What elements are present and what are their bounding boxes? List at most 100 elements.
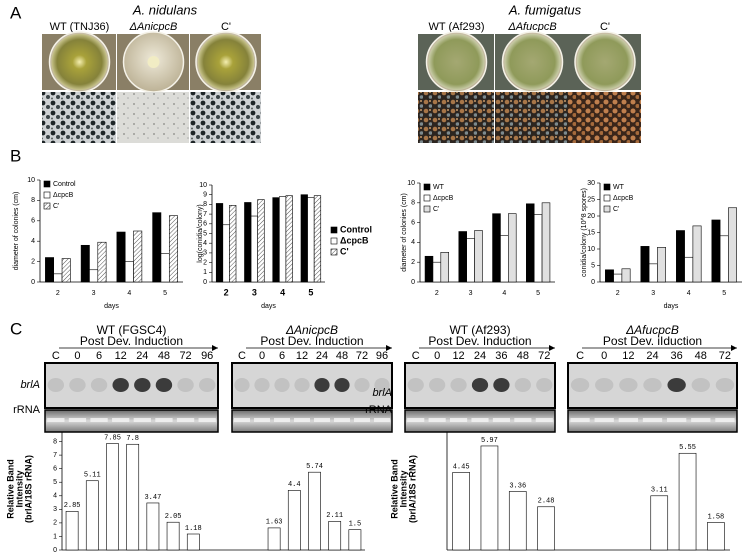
bar <box>279 196 287 283</box>
blot-title: WT (FGSC4) <box>97 323 167 337</box>
blot-band <box>274 378 290 392</box>
panel-label: A <box>10 3 22 22</box>
micrograph <box>42 92 116 143</box>
bar <box>537 506 555 551</box>
rrna-band <box>374 418 390 422</box>
y-tick-label: 8 <box>411 200 415 207</box>
y-tick-label: 7 <box>53 452 57 459</box>
x-tick-label: 5 <box>308 287 313 297</box>
legend-label: C' <box>613 206 619 213</box>
induction-label: Post Dev. iIduction <box>603 334 702 348</box>
rrna-band <box>176 418 195 422</box>
bar <box>500 235 509 283</box>
lane-label: 12 <box>622 350 634 362</box>
strain-label: WT (TNJ36) <box>50 21 110 33</box>
data-label: 4.4 <box>288 481 301 489</box>
blot-band <box>112 378 129 392</box>
species-title: A. fumigatus <box>508 2 582 17</box>
blot-band <box>570 378 590 392</box>
x-tick-label: 4 <box>502 290 506 297</box>
lane-label: 72 <box>179 350 191 362</box>
y-tick-label: 6 <box>411 219 415 226</box>
blot-band <box>536 378 553 392</box>
micrograph <box>495 92 569 143</box>
x-tick-label: 5 <box>536 290 540 297</box>
y-tick-label: 6 <box>53 466 57 473</box>
bar <box>307 197 315 283</box>
x-tick-label: 5 <box>722 290 726 297</box>
induction-label: Post Dev. Induction <box>260 334 363 348</box>
data-label: 2.05 <box>165 513 182 521</box>
blot-band <box>407 378 424 392</box>
x-tick-label: 3 <box>469 290 473 297</box>
bar <box>65 511 79 551</box>
bar <box>719 235 729 283</box>
arrow-head <box>731 345 737 351</box>
bar <box>166 521 180 551</box>
bar <box>711 219 721 283</box>
y-tick-label: 3 <box>53 506 57 513</box>
y-tick-label: 10 <box>27 177 35 184</box>
strain-label: C' <box>221 21 231 33</box>
lane-label: 24 <box>646 350 658 362</box>
lane-label: 0 <box>601 350 607 362</box>
data-label: 2.48 <box>538 498 555 506</box>
bar <box>126 443 140 551</box>
bar <box>650 495 669 551</box>
bar <box>474 230 483 283</box>
bar <box>300 194 308 283</box>
bar <box>152 212 162 283</box>
lane-label: 24 <box>136 350 148 362</box>
rrna-band <box>594 418 614 422</box>
x-tick-label: 3 <box>92 290 96 297</box>
bar <box>267 527 281 551</box>
arrow-head <box>386 345 392 351</box>
bar <box>53 273 63 283</box>
legend-label: ΔcpcB <box>53 192 74 199</box>
bar <box>146 502 160 551</box>
bar <box>133 230 143 283</box>
blot-title: ΔAnicpcB <box>285 323 338 337</box>
rrna-band <box>492 418 510 422</box>
y-axis-label: diameter of colonies (cm) <box>13 192 20 271</box>
bar <box>116 231 126 283</box>
y-tick-label: 4 <box>31 238 35 245</box>
blot-band <box>177 378 194 392</box>
blot-band <box>90 378 108 392</box>
bar <box>432 261 442 283</box>
data-label: 2.85 <box>64 502 81 510</box>
bar <box>684 256 694 283</box>
colony <box>577 34 633 90</box>
colony <box>428 34 485 90</box>
northern-blot <box>567 362 738 409</box>
y-axis-label: (brlA/18S rRNA) <box>407 455 417 523</box>
colony <box>147 56 160 68</box>
bar <box>533 214 543 283</box>
x-tick-label: 4 <box>280 287 285 297</box>
bar <box>328 521 342 551</box>
bar <box>348 529 362 551</box>
arrow-head <box>549 345 555 351</box>
bar <box>45 257 55 283</box>
lane-label: 0 <box>434 350 440 362</box>
lane-label: C <box>52 350 60 362</box>
y-tick-label: 2 <box>31 258 35 265</box>
arrow-head <box>212 345 218 351</box>
rrna-band <box>334 418 350 422</box>
bar <box>424 255 434 283</box>
rrna-band <box>274 418 290 422</box>
blot-band <box>354 378 370 392</box>
legend-swatch <box>43 180 51 188</box>
data-label: 5.97 <box>481 437 498 445</box>
row-label: brlA <box>20 379 40 391</box>
rrna-band <box>407 418 425 422</box>
y-tick-label: 8 <box>203 201 207 208</box>
blot-band <box>471 378 489 392</box>
bar <box>160 253 170 283</box>
bar <box>692 225 702 283</box>
rrna-band <box>535 418 553 422</box>
bar <box>657 247 666 283</box>
lane-label: 36 <box>495 350 507 362</box>
bar <box>61 258 71 283</box>
y-tick-label: 0 <box>203 279 207 286</box>
